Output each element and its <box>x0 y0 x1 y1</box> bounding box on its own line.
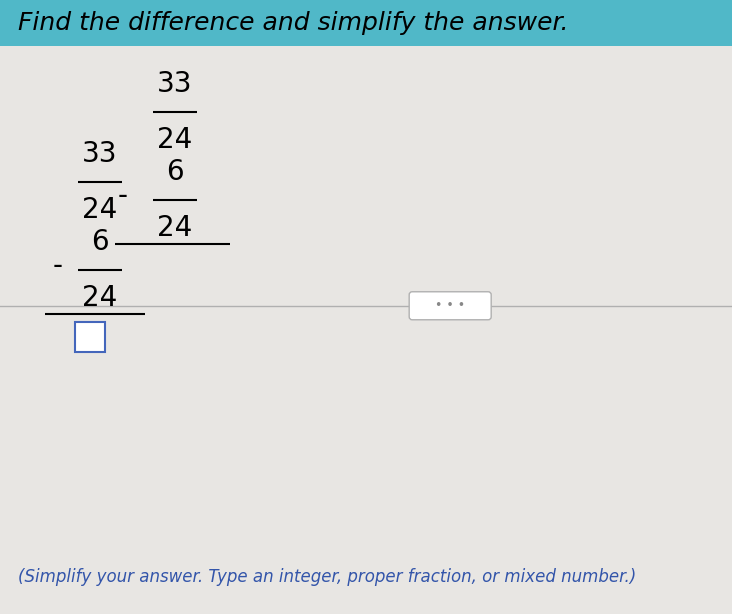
Text: 24: 24 <box>157 214 193 242</box>
Text: 6: 6 <box>166 158 184 186</box>
Text: • • •: • • • <box>435 299 466 313</box>
Bar <box>75 322 105 352</box>
Text: Find the difference and simplify the answer.: Find the difference and simplify the ans… <box>18 11 569 35</box>
Text: -: - <box>53 252 63 280</box>
FancyBboxPatch shape <box>409 292 491 320</box>
Text: (Simplify your answer. Type an integer, proper fraction, or mixed number.): (Simplify your answer. Type an integer, … <box>18 568 636 586</box>
Text: 24: 24 <box>157 126 193 154</box>
Text: -: - <box>118 182 128 210</box>
Text: 24: 24 <box>83 284 118 312</box>
Text: 24: 24 <box>83 196 118 224</box>
Text: 6: 6 <box>92 228 109 256</box>
Bar <box>0 0 732 46</box>
Text: 33: 33 <box>82 140 118 168</box>
Text: 33: 33 <box>157 70 193 98</box>
